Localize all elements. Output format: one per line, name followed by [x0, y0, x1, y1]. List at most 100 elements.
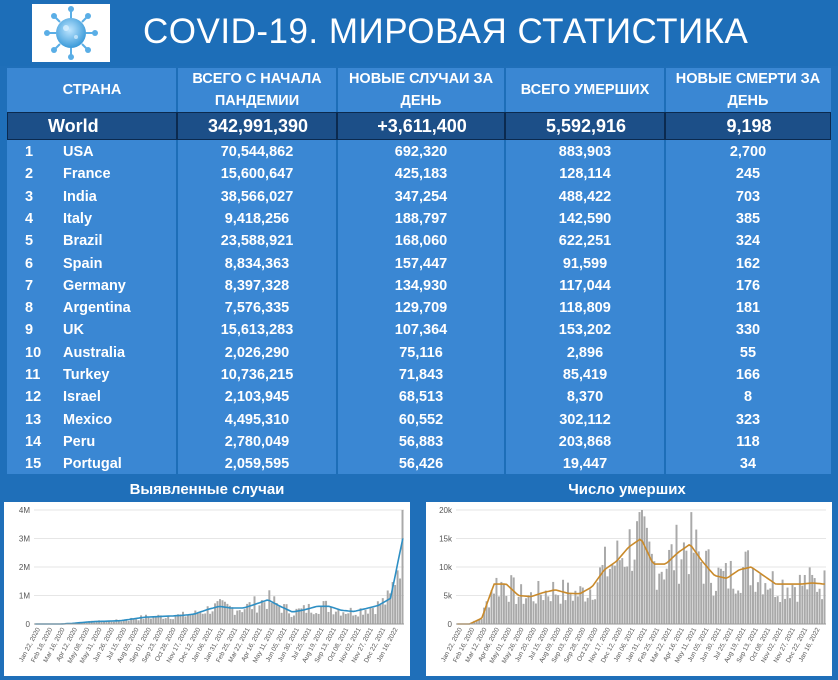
- total-cases-cell: 70,544,862: [220, 144, 294, 160]
- data-bar: [125, 620, 128, 624]
- data-bar: [177, 614, 180, 624]
- data-bar: [332, 614, 335, 624]
- data-bar: [199, 612, 202, 624]
- data-bar: [142, 618, 145, 624]
- world-new-cases: +3,611,400: [377, 116, 467, 136]
- rank-cell: 3: [25, 188, 34, 205]
- data-bar: [384, 604, 387, 624]
- data-bar: [290, 616, 293, 624]
- data-bar: [359, 608, 362, 624]
- data-bar: [613, 565, 616, 624]
- data-bar: [789, 598, 791, 624]
- data-bar: [786, 587, 789, 624]
- data-bar: [221, 600, 224, 624]
- total-deaths-cell: 142,590: [558, 210, 612, 227]
- data-bar: [394, 584, 397, 624]
- data-bar: [732, 588, 735, 624]
- total-deaths-cell: 883,903: [558, 144, 612, 160]
- data-bar: [236, 610, 239, 624]
- data-bar: [233, 614, 236, 624]
- data-bar: [697, 551, 700, 624]
- rank-cell: 13: [25, 411, 42, 428]
- country-cell: India: [63, 188, 97, 205]
- trend-line: [457, 538, 825, 625]
- total-cases-cell: 23,588,921: [220, 233, 294, 250]
- data-bar: [243, 609, 246, 624]
- table-row: 7 Germany 8,397,328 134,930 117,044 176: [7, 275, 831, 297]
- data-bar: [300, 608, 303, 624]
- data-bar: [539, 594, 542, 624]
- data-bar: [793, 587, 796, 624]
- total-cases-cell: 38,566,027: [220, 188, 294, 205]
- world-name: World: [48, 116, 99, 136]
- data-bar: [93, 622, 96, 624]
- data-bar: [191, 614, 194, 624]
- data-bar: [140, 615, 143, 624]
- data-bar: [564, 600, 567, 624]
- data-bar: [517, 596, 520, 624]
- data-bar: [263, 602, 266, 624]
- data-bar: [769, 588, 772, 624]
- country-cell: USA: [63, 144, 94, 160]
- data-bar: [330, 607, 332, 624]
- new-deaths-cell: 245: [735, 166, 761, 183]
- data-bar: [759, 574, 762, 624]
- data-bar: [801, 585, 804, 624]
- cases-chart: Выявленные случаи 0 1M 2M 3M 4M Jan 22, 2020 F…: [0, 478, 414, 678]
- data-bar: [117, 620, 120, 624]
- country-cell: Portugal: [63, 456, 122, 473]
- data-bar: [591, 599, 594, 624]
- data-bar: [186, 615, 189, 624]
- data-bar: [680, 559, 683, 624]
- new-cases-cell: 188,797: [394, 210, 448, 227]
- data-bar: [275, 603, 278, 624]
- data-bar: [616, 540, 619, 624]
- data-bar: [685, 550, 688, 624]
- header: COVID-19. МИРОВАЯ СТАТИСТИКА: [0, 0, 838, 66]
- data-bar: [495, 577, 498, 624]
- data-bar: [771, 571, 774, 624]
- new-deaths-cell: 385: [735, 210, 761, 227]
- total-cases-cell: 9,418,256: [224, 210, 290, 227]
- total-deaths-cell: 153,202: [558, 322, 612, 339]
- new-deaths-cell: 162: [735, 255, 761, 272]
- data-bar: [729, 560, 732, 624]
- rank-cell: 6: [25, 255, 34, 272]
- data-bar: [364, 610, 367, 624]
- data-bar: [251, 609, 254, 624]
- data-bar: [376, 601, 379, 624]
- data-bar: [480, 619, 483, 624]
- data-bar: [633, 559, 636, 624]
- data-bar: [552, 581, 555, 624]
- data-bar: [527, 595, 530, 624]
- data-bar: [379, 605, 382, 624]
- data-bar: [512, 577, 515, 624]
- data-bar: [618, 560, 621, 624]
- country-cell: Turkey: [63, 367, 110, 383]
- column-divider: [504, 113, 506, 139]
- deaths-chart: Число умерших 0 5k 10k 15k 20k Jan 22, 2020 Fe…: [416, 478, 838, 678]
- world-total-cases: 342,991,390: [207, 116, 309, 136]
- country-cell: Brazil: [63, 233, 103, 250]
- new-cases-cell: 75,116: [399, 344, 443, 361]
- data-bar: [596, 582, 599, 624]
- new-deaths-cell: 2,700: [729, 144, 767, 160]
- total-cases-cell: 15,600,647: [220, 166, 294, 183]
- data-bar: [816, 591, 819, 624]
- table-row: 9 UK 15,613,283 107,364 153,202 330: [7, 319, 831, 341]
- data-bar: [502, 584, 505, 624]
- data-bar: [675, 524, 678, 624]
- data-bar: [705, 550, 708, 624]
- column-divider: [664, 113, 666, 139]
- data-bar: [571, 600, 574, 624]
- table-row: 12 Israel 2,103,945 68,513 8,370 8: [7, 386, 831, 408]
- data-bar: [813, 578, 816, 624]
- data-bar: [211, 611, 214, 624]
- data-bar: [110, 621, 113, 624]
- chart-panel: 0 5k 10k 15k 20k Jan 22, 2020 Feb 16, 2020 Mar …: [426, 502, 832, 676]
- virus-icon: [44, 6, 98, 60]
- data-bar: [297, 608, 300, 624]
- data-bar: [724, 563, 727, 624]
